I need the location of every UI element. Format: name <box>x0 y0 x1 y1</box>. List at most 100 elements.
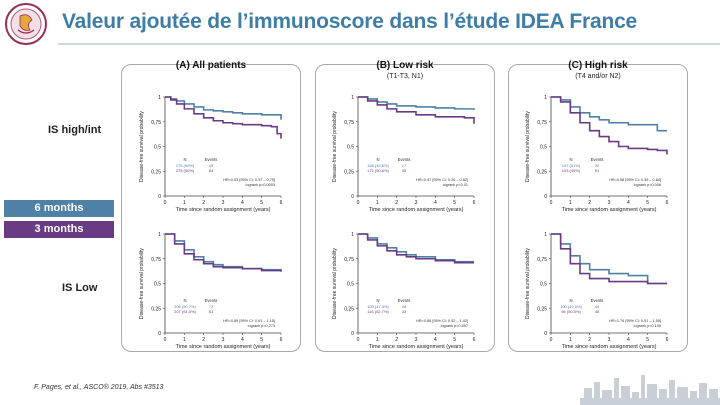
events-header: Events <box>591 298 604 303</box>
y-tick-label: 0 <box>544 194 547 200</box>
x-tick-label: 4 <box>241 200 244 206</box>
n-value: 275 (50%) <box>176 168 195 173</box>
events-header: Events <box>398 298 411 303</box>
x-tick-label: 2 <box>202 337 205 343</box>
y-tick-label: 0,25 <box>537 169 547 175</box>
x-tick-label: 3 <box>608 337 611 343</box>
x-tick-label: 5 <box>260 200 263 206</box>
panel-subtitle: (T1-T3, N1) <box>386 73 424 80</box>
x-axis-title: Time since random assignment (years) <box>369 207 464 213</box>
x-tick-label: 6 <box>280 200 283 206</box>
y-axis-title: Disease-free survival probability <box>332 248 338 319</box>
panel-high-risk: (C) High risk (T4 and/or N2) <box>508 60 688 352</box>
y-tick-label: 0,75 <box>151 257 161 263</box>
panel-title: (B) Low risk <box>376 60 434 71</box>
events-value: 32 <box>595 163 600 168</box>
n-value: 100 (49,5%) <box>560 304 582 309</box>
events-value: 17 <box>402 163 407 168</box>
n-value: 275 (50%) <box>176 163 195 168</box>
events-value: 81 <box>209 309 214 314</box>
x-axis-title: Time since random assignment (years) <box>369 344 464 350</box>
logrank-pvalue: logrank p=0.199 <box>634 324 661 328</box>
y-tick-label: 0,5 <box>154 145 161 151</box>
x-tick-label: 6 <box>280 337 283 343</box>
x-axis-title: Time since random assignment (years) <box>562 344 657 350</box>
x-tick-label: 4 <box>627 200 630 206</box>
series-line-6-months <box>358 96 475 110</box>
x-tick-label: 6 <box>666 200 669 206</box>
n-header: N <box>376 298 379 303</box>
x-tick-label: 2 <box>202 200 205 206</box>
hazard-ratio: HR=0.86 [95% CI: 0.52 – 1.42] <box>416 319 468 323</box>
footnote-citation: F. Pages, et al., ASCO® 2019, Abs #3513 <box>34 384 164 391</box>
hazard-ratio: HR=0.53 [95% CI: 0.37 – 0.75] <box>223 178 275 182</box>
x-tick-label: 2 <box>395 200 398 206</box>
n-header: N <box>569 298 572 303</box>
x-tick-label: 4 <box>627 337 630 343</box>
x-axis-title: Time since random assignment (years) <box>562 207 657 213</box>
events-value: 44 <box>595 304 600 309</box>
hazard-ratio: HR=1.76 [95% CI: 0.51 – 1.55] <box>609 319 661 323</box>
society-logo-icon <box>5 3 47 45</box>
x-tick-label: 0 <box>357 200 360 206</box>
x-tick-label: 5 <box>646 337 649 343</box>
panel-title: (C) High risk <box>568 60 628 71</box>
x-tick-label: 0 <box>550 337 553 343</box>
n-value: 206 (50,7%) <box>174 304 196 309</box>
series-line-3-months <box>358 233 474 264</box>
x-tick-label: 5 <box>453 337 456 343</box>
y-tick-label: 0,5 <box>540 145 547 151</box>
x-tick-label: 2 <box>395 337 398 343</box>
x-axis-title: Time since random assignment (years) <box>176 207 271 213</box>
hazard-ratio: HR=0.89 [95% CI: 0.61 – 1.15] <box>223 319 275 323</box>
y-tick-label: 0,25 <box>537 306 547 312</box>
series-line-3-months <box>358 96 475 124</box>
y-tick-label: 1 <box>158 95 161 101</box>
hazard-ratio: HR=0.58 [95% CI: 0.35 – 0.84] <box>609 178 661 182</box>
city-skyline-icon <box>580 375 720 405</box>
y-tick-label: 0,75 <box>537 257 547 263</box>
panel-subtitle: (T4 and/or N2) <box>575 73 621 80</box>
y-tick-label: 0,25 <box>151 306 161 312</box>
x-tick-label: 1 <box>183 200 186 206</box>
n-header: N <box>376 157 379 162</box>
panel-all-patients: (A) All patients <box>121 60 301 352</box>
x-tick-label: 5 <box>453 200 456 206</box>
y-tick-label: 1 <box>544 232 547 238</box>
n-value: 168 (49,6%) <box>367 163 389 168</box>
panel-title: (A) All patients <box>175 60 247 71</box>
title-divider <box>58 43 720 45</box>
y-tick-label: 0,75 <box>151 120 161 126</box>
y-tick-label: 0,75 <box>344 120 354 126</box>
n-value: 103 (49%) <box>562 168 581 173</box>
events-value: 84 <box>209 168 214 173</box>
series-line-6-months <box>551 96 667 132</box>
y-axis-title: Disease-free survival probability <box>139 111 145 182</box>
events-header: Events <box>398 157 411 162</box>
y-tick-label: 0,5 <box>347 282 354 288</box>
x-tick-label: 4 <box>434 200 437 206</box>
legend-6-months: 6 months <box>4 200 114 217</box>
x-tick-label: 1 <box>569 337 572 343</box>
y-tick-label: 0 <box>158 331 161 337</box>
x-tick-label: 6 <box>666 337 669 343</box>
x-tick-label: 6 <box>473 200 476 206</box>
x-axis-title: Time since random assignment (years) <box>176 344 271 350</box>
events-header: Events <box>205 298 218 303</box>
x-tick-label: 3 <box>415 337 418 343</box>
events-header: Events <box>591 157 604 162</box>
y-axis-title: Disease-free survival probability <box>332 111 338 182</box>
n-value: 207 (51,3%) <box>174 309 196 314</box>
n-header: N <box>569 157 572 162</box>
y-tick-label: 0,25 <box>151 169 161 175</box>
series-line-3-months <box>551 233 667 285</box>
events-value: 28 <box>402 304 407 309</box>
x-tick-label: 5 <box>646 200 649 206</box>
series-line-3-months <box>551 96 668 155</box>
logrank-pvalue: logrank p=0.557 <box>441 324 468 328</box>
x-tick-label: 0 <box>357 337 360 343</box>
events-header: Events <box>205 157 218 162</box>
x-tick-label: 2 <box>588 337 591 343</box>
y-tick-label: 0 <box>158 194 161 200</box>
